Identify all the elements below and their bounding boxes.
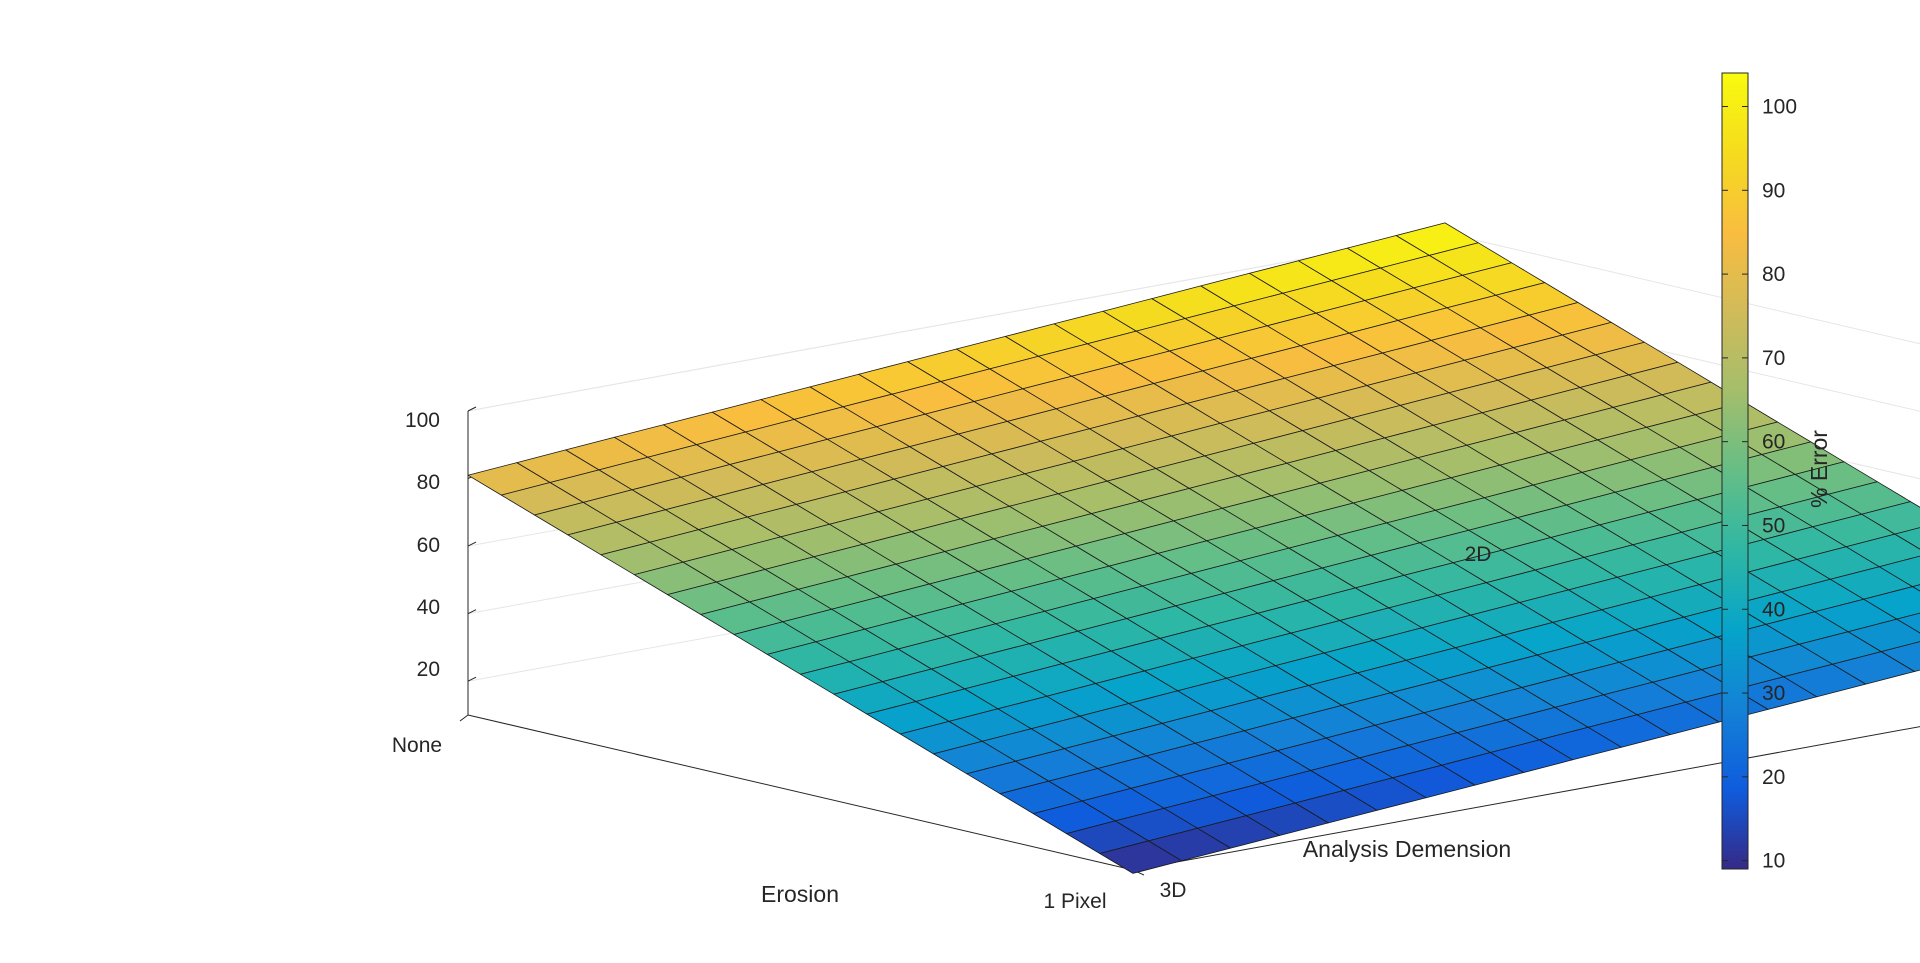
z-tick-60: 60: [417, 534, 440, 557]
surface-patch-19-16: [1880, 641, 1920, 672]
x-tick-1-pixel: 1 Pixel: [1043, 890, 1106, 913]
z-tickmark-4: [467, 406, 477, 412]
colorbar-tick-50: 50: [1762, 515, 1785, 538]
colorbar-tick-40: 40: [1762, 598, 1785, 621]
colorbar-tick-80: 80: [1762, 263, 1785, 286]
surface-mesh: [467, 222, 1920, 874]
x-tick-none: None: [392, 734, 442, 757]
surface-patch-15-18: [1845, 533, 1920, 568]
surface-patch-16-18: [1878, 555, 1920, 587]
colorbar-tick-90: 90: [1762, 179, 1785, 202]
colorbar-tick-20: 20: [1762, 766, 1785, 789]
z-tickmark-2: [467, 541, 477, 547]
colorbar-tick-100: 100: [1762, 96, 1797, 119]
y-axis-label: Analysis Demension: [1303, 836, 1511, 862]
colorbar-tick-10: 10: [1762, 850, 1785, 873]
z-tickmark-0: [467, 676, 477, 682]
y-axis-line: [1132, 726, 1920, 871]
colorbar-gradient: [1721, 72, 1749, 870]
surface-patch-14-19: [1861, 501, 1920, 535]
y-tick-3d: 3D: [1160, 879, 1187, 902]
z-tickmark-1: [467, 609, 477, 615]
surface-patch-15-19: [1894, 527, 1920, 550]
surface-patch-17-18: [1912, 584, 1920, 592]
x-axis-line: [467, 714, 1134, 871]
colorbar-ticks: [1722, 106, 1748, 862]
z-tick-100: 100: [405, 409, 440, 432]
colorbar-tick-70: 70: [1762, 347, 1785, 370]
colorbar-tick-60: 60: [1762, 431, 1785, 454]
x-tickmark-none: [459, 714, 469, 722]
surface-patch-17-17: [1863, 586, 1920, 620]
colorbar: 10 20 30 40 50 60 70 80 90 100 % Error: [1721, 72, 1832, 873]
colorbar-tick-30: 30: [1762, 682, 1785, 705]
colorbar-label: % Error: [1806, 430, 1832, 508]
z-tick-80: 80: [417, 471, 440, 494]
surface-patch-18-16: [1847, 618, 1920, 652]
x-axis-label: Erosion: [761, 881, 839, 907]
y-tick-2d: 2D: [1465, 543, 1492, 566]
axes-box-lines: [459, 406, 1920, 876]
axes-ticks: 20 40 60 80 100 None 1 Pixel 3D 2D: [392, 409, 1492, 913]
z-tick-40: 40: [417, 596, 440, 619]
z-tick-20: 20: [417, 658, 440, 681]
back-top-edge: [467, 232, 1446, 412]
surface-patch-18-17: [1896, 612, 1920, 634]
